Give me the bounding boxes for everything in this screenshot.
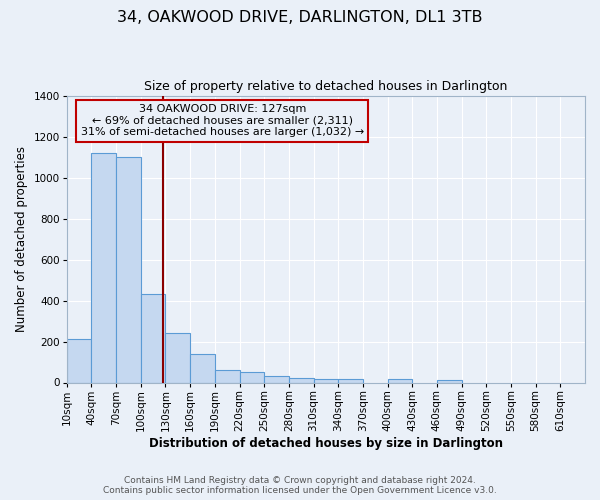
- Bar: [388, 380, 412, 382]
- Bar: [289, 378, 314, 382]
- Bar: [116, 157, 141, 382]
- Title: Size of property relative to detached houses in Darlington: Size of property relative to detached ho…: [144, 80, 508, 93]
- Bar: [338, 380, 363, 382]
- Bar: [190, 354, 215, 382]
- Bar: [91, 153, 116, 382]
- Text: 34, OAKWOOD DRIVE, DARLINGTON, DL1 3TB: 34, OAKWOOD DRIVE, DARLINGTON, DL1 3TB: [117, 10, 483, 25]
- Bar: [166, 334, 190, 382]
- Text: Contains HM Land Registry data © Crown copyright and database right 2024.
Contai: Contains HM Land Registry data © Crown c…: [103, 476, 497, 495]
- Bar: [314, 380, 338, 382]
- Y-axis label: Number of detached properties: Number of detached properties: [15, 146, 28, 332]
- Bar: [67, 340, 91, 382]
- Bar: [264, 376, 289, 382]
- X-axis label: Distribution of detached houses by size in Darlington: Distribution of detached houses by size …: [149, 437, 503, 450]
- Bar: [239, 372, 264, 382]
- Bar: [215, 370, 239, 382]
- Text: 34 OAKWOOD DRIVE: 127sqm
← 69% of detached houses are smaller (2,311)
31% of sem: 34 OAKWOOD DRIVE: 127sqm ← 69% of detach…: [80, 104, 364, 138]
- Bar: [437, 380, 461, 382]
- Bar: [141, 294, 166, 382]
